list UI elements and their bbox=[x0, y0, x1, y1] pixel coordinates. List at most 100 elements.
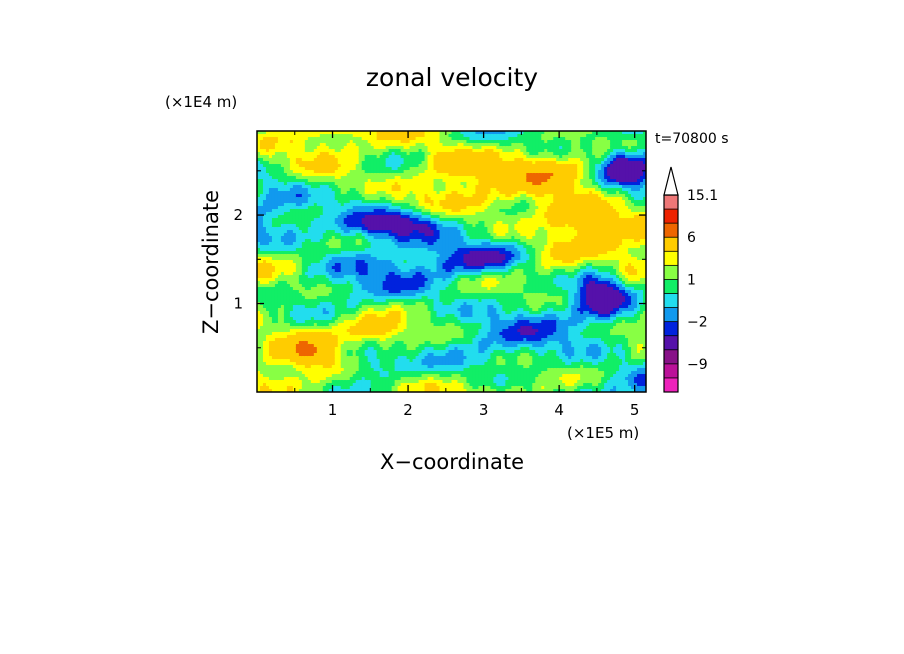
field-cell bbox=[415, 158, 420, 162]
field-cell bbox=[313, 272, 318, 276]
field-cell bbox=[298, 311, 303, 315]
field-cell bbox=[257, 188, 261, 192]
field-cell bbox=[412, 182, 417, 186]
field-cell bbox=[418, 131, 423, 135]
field-cell bbox=[313, 194, 318, 198]
field-cell bbox=[325, 212, 330, 216]
field-cell bbox=[340, 224, 345, 228]
field-cell bbox=[277, 155, 282, 159]
field-cell bbox=[364, 161, 369, 165]
field-cell bbox=[397, 200, 402, 204]
field-cell bbox=[298, 386, 303, 390]
field-cell bbox=[262, 227, 267, 231]
field-cell bbox=[379, 218, 384, 222]
field-cell bbox=[340, 209, 345, 213]
field-cell bbox=[337, 263, 342, 267]
field-cell bbox=[325, 299, 330, 303]
field-cell bbox=[289, 359, 294, 363]
field-cell bbox=[379, 386, 384, 390]
field-cell bbox=[376, 383, 381, 387]
field-cell bbox=[352, 278, 357, 282]
field-cell bbox=[397, 374, 402, 378]
field-cell bbox=[340, 146, 345, 150]
field-cell bbox=[319, 197, 324, 201]
field-cell bbox=[412, 134, 417, 138]
field-cell bbox=[268, 338, 273, 342]
field-cell bbox=[319, 287, 324, 291]
field-cell bbox=[295, 353, 300, 357]
field-cell bbox=[274, 134, 279, 138]
field-cell bbox=[292, 275, 297, 279]
field-cell bbox=[304, 155, 309, 159]
field-cell bbox=[358, 350, 363, 354]
field-cell bbox=[394, 155, 399, 159]
field-cell bbox=[343, 269, 348, 273]
field-cell bbox=[340, 371, 345, 375]
field-cell bbox=[280, 380, 285, 384]
field-cell bbox=[334, 254, 339, 258]
field-cell bbox=[280, 359, 285, 363]
field-cell bbox=[424, 245, 429, 249]
field-cell bbox=[379, 356, 384, 360]
field-cell bbox=[334, 158, 339, 162]
field-cell bbox=[388, 254, 393, 258]
field-cell bbox=[424, 380, 429, 384]
field-cell bbox=[364, 236, 369, 240]
field-cell bbox=[421, 227, 426, 231]
field-cell bbox=[274, 224, 279, 228]
field-cell bbox=[295, 266, 300, 270]
field-cell bbox=[352, 137, 357, 141]
field-cell bbox=[358, 320, 363, 324]
field-cell bbox=[361, 161, 366, 165]
field-cell bbox=[283, 206, 288, 210]
field-cell bbox=[349, 248, 354, 252]
field-cell bbox=[322, 308, 327, 312]
field-cell bbox=[283, 356, 288, 360]
field-cell bbox=[337, 218, 342, 222]
field-cell bbox=[322, 158, 327, 162]
field-cell bbox=[400, 209, 405, 213]
field-cell bbox=[406, 224, 411, 228]
field-cell bbox=[334, 212, 339, 216]
field-cell bbox=[400, 173, 405, 177]
field-cell bbox=[367, 344, 372, 348]
field-cell bbox=[385, 374, 390, 378]
field-cell bbox=[400, 269, 405, 273]
field-cell bbox=[394, 179, 399, 183]
field-cell bbox=[319, 182, 324, 186]
field-cell bbox=[319, 218, 324, 222]
field-cell bbox=[376, 185, 381, 189]
field-cell bbox=[400, 338, 405, 342]
field-cell bbox=[349, 251, 354, 255]
field-cell bbox=[385, 257, 390, 261]
field-cell bbox=[349, 254, 354, 258]
field-cell bbox=[406, 329, 411, 333]
field-cell bbox=[355, 164, 360, 168]
field-cell bbox=[349, 194, 354, 198]
field-cell bbox=[313, 347, 318, 351]
field-cell bbox=[373, 356, 378, 360]
field-cell bbox=[355, 296, 360, 300]
field-cell bbox=[424, 278, 429, 282]
field-cell bbox=[301, 197, 306, 201]
field-cell bbox=[259, 269, 264, 273]
field-cell bbox=[337, 140, 342, 144]
field-cell bbox=[385, 389, 390, 392]
field-cell bbox=[403, 374, 408, 378]
field-cell bbox=[397, 305, 402, 309]
field-cell bbox=[364, 347, 369, 351]
field-cell bbox=[271, 278, 276, 282]
field-cell bbox=[406, 362, 411, 366]
field-cell bbox=[346, 131, 351, 135]
field-cell bbox=[352, 359, 357, 363]
field-cell bbox=[352, 299, 357, 303]
field-cell bbox=[316, 131, 321, 135]
field-cell bbox=[334, 284, 339, 288]
field-cell bbox=[259, 188, 264, 192]
field-cell bbox=[391, 374, 396, 378]
field-cell bbox=[259, 215, 264, 219]
field-cell bbox=[304, 320, 309, 324]
field-cell bbox=[361, 215, 366, 219]
field-cell bbox=[391, 341, 396, 345]
field-cell bbox=[325, 167, 330, 171]
